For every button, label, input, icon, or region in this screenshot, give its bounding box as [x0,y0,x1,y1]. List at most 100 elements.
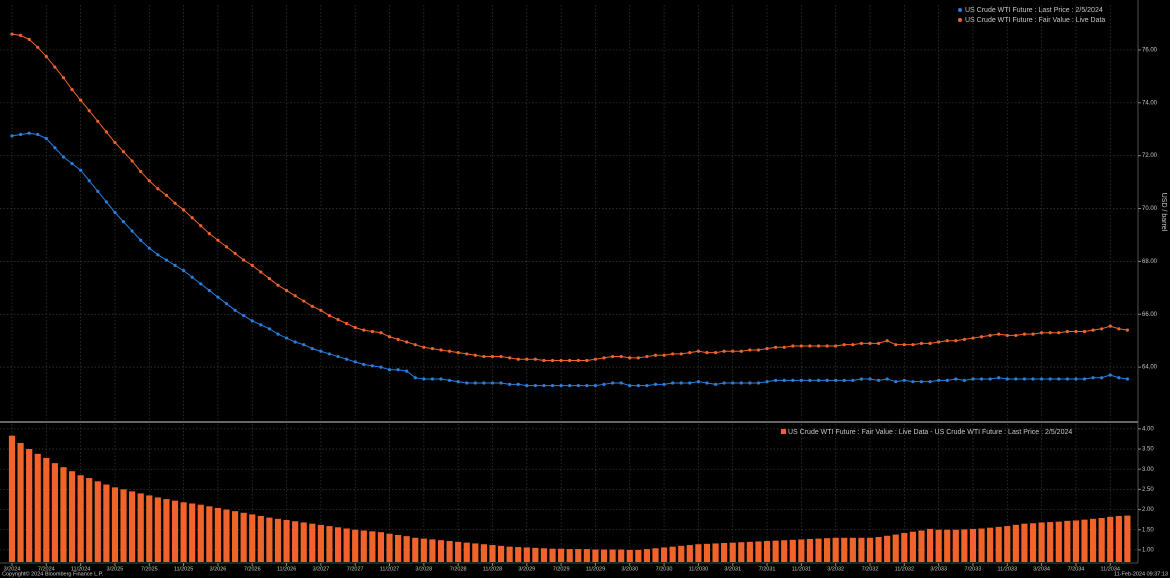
bar [600,549,608,562]
bar [1072,520,1080,562]
point [413,343,417,347]
point [619,381,623,385]
point [293,340,297,344]
bar [1124,515,1131,562]
bar [1004,526,1011,562]
y-axis-label: USD / barrel [1160,193,1167,232]
bar [1064,520,1071,562]
y-tick-label: 66.00 [1142,312,1158,318]
point [1091,328,1095,332]
point [731,381,735,385]
x-tick-label: 7/2025 [141,566,158,572]
point [550,384,555,388]
point [542,384,546,388]
point [688,381,692,385]
bar [352,529,359,562]
point [353,360,357,364]
point [10,134,14,138]
bar [446,541,453,562]
point [611,381,615,385]
y-tick-label: 2.00 [1142,507,1154,513]
x-tick-label: 3/2028 [415,566,432,572]
point [508,382,512,386]
point [216,295,220,299]
point [756,348,761,352]
series-line [11,33,1128,362]
x-tick-label: 7/2027 [347,566,364,572]
point [1022,332,1027,336]
point [27,131,31,135]
point [422,377,426,381]
bar [489,545,496,562]
point [96,119,100,123]
bar [583,549,590,562]
point [679,352,683,356]
point [851,343,855,347]
point [748,381,752,385]
point [756,381,761,385]
point [430,377,435,381]
point [396,337,400,341]
bar [111,487,119,562]
bar [8,435,16,562]
point [834,344,838,348]
point [962,378,966,382]
bar [403,536,410,562]
bar [163,499,170,562]
point [250,319,254,323]
point [310,304,314,308]
point [688,350,692,355]
point [739,349,743,353]
point [1014,377,1018,381]
y-tick-label: 74.00 [1142,100,1158,106]
bar [558,548,565,562]
point [731,349,735,353]
bar [1107,516,1114,562]
point [224,302,229,306]
point [147,179,151,183]
bar [480,544,487,562]
point [619,354,623,359]
point [310,347,314,351]
x-tick-label: 3/2033 [930,566,947,572]
x-tick-label: 11/2034 [1100,566,1119,572]
point [327,352,332,356]
point [1082,329,1087,334]
point [499,381,503,385]
point [851,378,855,382]
point [336,317,340,322]
point [928,341,932,345]
point [379,331,383,335]
point [465,381,469,385]
bar [815,538,822,562]
point [96,189,100,193]
point [602,382,606,386]
point [284,336,289,340]
point [242,258,246,262]
point [696,349,701,353]
point [825,344,829,348]
point [36,132,40,137]
x-tick-label: 11/2024 [71,566,90,572]
y-tick-label: 70.00 [1142,206,1158,212]
x-tick-label: 7/2031 [759,566,776,572]
point [671,352,675,356]
point [834,378,838,382]
point [576,358,580,363]
bar [120,489,127,562]
point [962,337,966,341]
bar [926,528,934,562]
point [799,344,803,348]
y-tick-label: 76.00 [1142,48,1158,54]
point [628,384,632,388]
point [868,341,872,345]
point [679,381,683,385]
bar [1012,524,1019,562]
point [559,384,563,388]
legend-marker [781,429,786,434]
point [550,358,555,363]
point [10,32,14,36]
bar [1021,523,1028,562]
point [259,323,263,327]
bar [43,457,50,562]
